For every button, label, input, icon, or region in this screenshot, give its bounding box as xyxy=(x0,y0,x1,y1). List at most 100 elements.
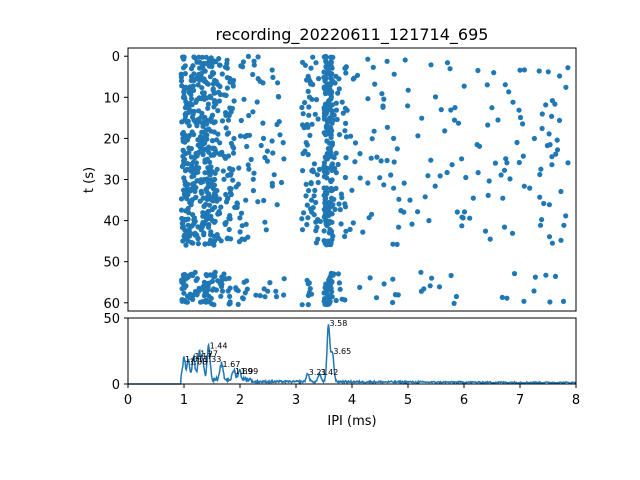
raster-point xyxy=(202,116,208,123)
raster-point xyxy=(561,222,567,228)
raster-point xyxy=(195,169,201,175)
raster-point xyxy=(202,241,208,247)
raster-point xyxy=(354,72,361,78)
raster-point xyxy=(333,73,339,79)
raster-point xyxy=(208,118,214,125)
raster-point xyxy=(401,180,407,186)
raster-point xyxy=(179,297,185,303)
raster-point xyxy=(199,54,205,60)
raster-point xyxy=(215,108,221,114)
raster-point xyxy=(521,298,527,304)
raster-point xyxy=(304,202,310,208)
raster-point xyxy=(224,236,230,242)
raster-point xyxy=(233,286,239,292)
raster-point xyxy=(330,272,336,278)
raster-point xyxy=(306,94,313,100)
raster-point xyxy=(321,113,327,119)
raster-point xyxy=(237,133,244,139)
raster-point xyxy=(531,288,537,294)
raster-point xyxy=(269,67,275,73)
raster-y-tick-label: 50 xyxy=(103,256,120,271)
raster-point xyxy=(313,60,319,66)
raster-point xyxy=(484,82,490,88)
raster-point xyxy=(224,196,231,202)
raster-point xyxy=(250,176,256,182)
raster-point xyxy=(237,229,243,235)
raster-point xyxy=(188,198,194,204)
raster-point xyxy=(485,192,491,198)
peak-label: 1.01 xyxy=(185,355,203,364)
raster-point xyxy=(226,226,232,233)
raster-point xyxy=(305,302,311,308)
raster-point xyxy=(188,96,195,102)
raster-point xyxy=(228,170,234,177)
raster-point xyxy=(202,146,209,152)
raster-point xyxy=(212,90,218,96)
raster-point xyxy=(338,221,344,227)
raster-point xyxy=(186,149,192,156)
raster-point xyxy=(181,290,187,296)
raster-point xyxy=(500,195,506,201)
histogram-x-tick-label: 2 xyxy=(236,393,244,408)
raster-point xyxy=(459,214,465,220)
raster-point xyxy=(262,219,268,225)
raster-point xyxy=(234,201,240,207)
raster-point xyxy=(527,185,533,191)
raster-point xyxy=(189,223,195,229)
raster-point xyxy=(369,136,375,142)
raster-point xyxy=(329,128,335,134)
raster-point xyxy=(230,150,237,156)
raster-point xyxy=(321,69,327,75)
raster-point xyxy=(219,118,226,124)
raster-point xyxy=(178,207,185,213)
raster-point xyxy=(192,218,198,224)
raster-point xyxy=(384,157,390,164)
raster-point xyxy=(390,299,396,306)
raster-point xyxy=(179,163,185,170)
raster-point xyxy=(407,197,413,203)
raster-point xyxy=(324,175,330,181)
raster-point xyxy=(305,292,311,299)
raster-y-tick-label: 30 xyxy=(103,174,120,189)
raster-point xyxy=(302,100,308,106)
histogram-line xyxy=(128,324,577,385)
raster-point xyxy=(237,215,243,221)
raster-point xyxy=(539,217,545,223)
raster-point xyxy=(181,175,187,181)
raster-point xyxy=(189,102,195,108)
raster-point xyxy=(321,238,327,244)
raster-point xyxy=(269,180,275,186)
histogram-panel: 1.011.081.171.271.33 1.44 1.671.891.99 3.21… xyxy=(103,312,580,429)
raster-point xyxy=(380,104,386,110)
raster-point xyxy=(201,212,207,218)
raster-point xyxy=(181,148,187,154)
raster-point xyxy=(299,104,305,111)
raster-point xyxy=(302,62,308,68)
raster-point xyxy=(451,300,457,306)
peak-label: 3.21 xyxy=(309,368,327,377)
raster-point xyxy=(262,154,268,161)
raster-point xyxy=(179,215,185,222)
raster-point xyxy=(448,107,454,113)
raster-point xyxy=(263,227,269,233)
raster-point xyxy=(402,57,408,63)
raster-point xyxy=(317,218,323,224)
raster-point xyxy=(244,286,250,292)
raster-point xyxy=(333,185,339,191)
raster-point xyxy=(501,224,508,230)
raster-point xyxy=(329,294,335,300)
raster-point xyxy=(438,107,444,113)
raster-point xyxy=(476,143,483,149)
raster-point xyxy=(372,81,378,87)
raster-point xyxy=(219,288,226,294)
raster-point xyxy=(212,204,218,210)
raster-point xyxy=(198,179,204,186)
raster-point xyxy=(183,208,189,214)
raster-point xyxy=(246,132,253,138)
raster-point xyxy=(205,165,211,171)
raster-point xyxy=(459,156,465,162)
raster-point xyxy=(558,237,564,243)
raster-point xyxy=(264,148,270,154)
raster-point xyxy=(186,227,192,233)
raster-point xyxy=(546,131,552,137)
